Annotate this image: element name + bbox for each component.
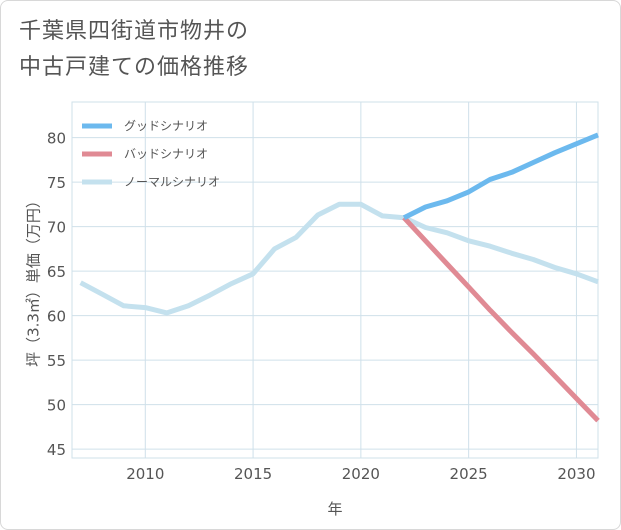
x-tick-label: 2025 [450, 465, 488, 483]
x-tick-label: 2030 [557, 465, 595, 483]
legend-label: ノーマルシナリオ [124, 175, 220, 189]
y-tick-label: 60 [47, 308, 66, 326]
series-line-2 [402, 215, 600, 423]
y-tick-labels: 45 50 55 60 65 70 75 80 [47, 130, 66, 460]
y-tick-label: 75 [47, 174, 66, 192]
x-axis-title: 年 [327, 500, 342, 518]
y-tick-label: 45 [47, 441, 66, 459]
x-tick-label: 2020 [342, 465, 380, 483]
series-line-3 [79, 201, 599, 316]
chart-title-line-2: 中古戸建ての価格推移 [19, 55, 250, 80]
y-tick-label: 70 [47, 219, 66, 237]
series-line-1 [402, 132, 599, 220]
y-tick-label: 55 [47, 352, 66, 370]
y-tick-label: 80 [47, 130, 66, 148]
y-tick-label: 50 [47, 397, 66, 415]
legend-label: バッドシナリオ [124, 147, 208, 161]
series-lines [79, 132, 600, 423]
y-tick-label: 65 [47, 263, 66, 281]
chart-title-line-1: 千葉県四街道市物井の [19, 19, 250, 44]
legend-label: グッドシナリオ [124, 119, 208, 133]
x-tick-label: 2010 [126, 465, 164, 483]
x-tick-label: 2015 [234, 465, 272, 483]
chart-title: 千葉県四街道市物井の 中古戸建ての価格推移 [19, 14, 249, 86]
x-tick-labels: 2010 2015 2020 2025 2030 [126, 465, 595, 483]
y-axis-title: 坪（3.3㎡）単価（万円） [25, 193, 43, 367]
